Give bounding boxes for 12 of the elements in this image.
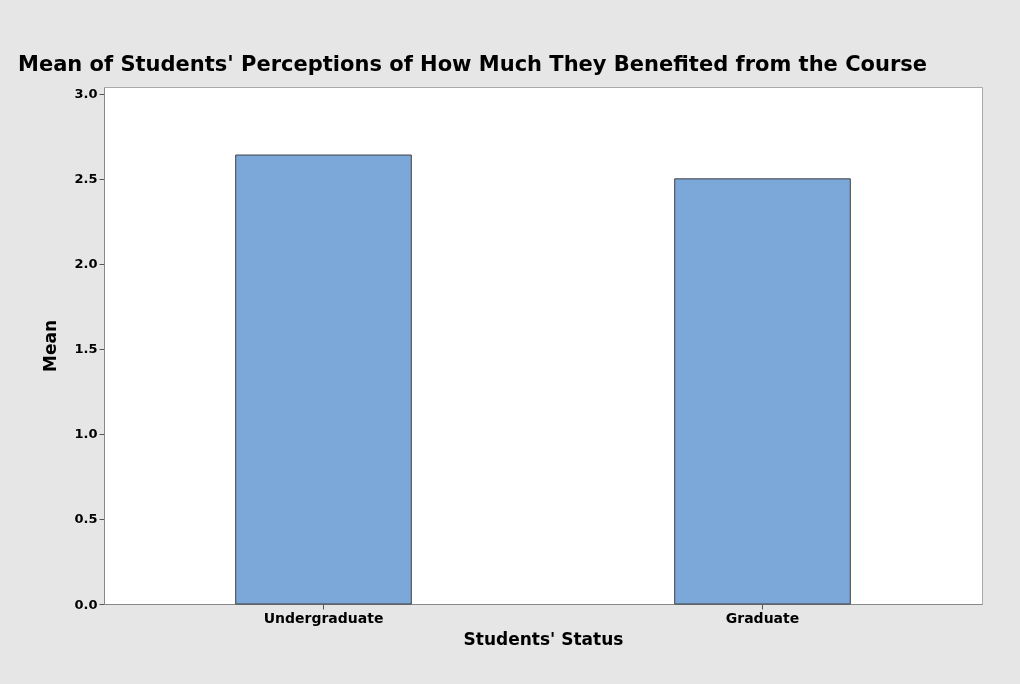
y-tick-label: 2.0 <box>74 256 98 272</box>
chart-title: Mean of Students' Perceptions of How Much They Benefited from the Course <box>18 52 928 76</box>
x-tick-label: Undergraduate <box>263 609 384 626</box>
y-tick-label: 0.0 <box>74 596 98 612</box>
y-axis-title: Mean <box>40 319 61 373</box>
y-tick-label: 0.5 <box>74 511 98 527</box>
y-tick-label: 1.5 <box>74 341 98 357</box>
y-tick-label: 1.0 <box>74 426 98 442</box>
y-tick-label: 3.0 <box>74 86 98 102</box>
x-tick-label: Graduate <box>725 609 800 626</box>
y-tick-label: 2.5 <box>74 171 98 187</box>
x-axis-title: Students' Status <box>463 628 624 649</box>
